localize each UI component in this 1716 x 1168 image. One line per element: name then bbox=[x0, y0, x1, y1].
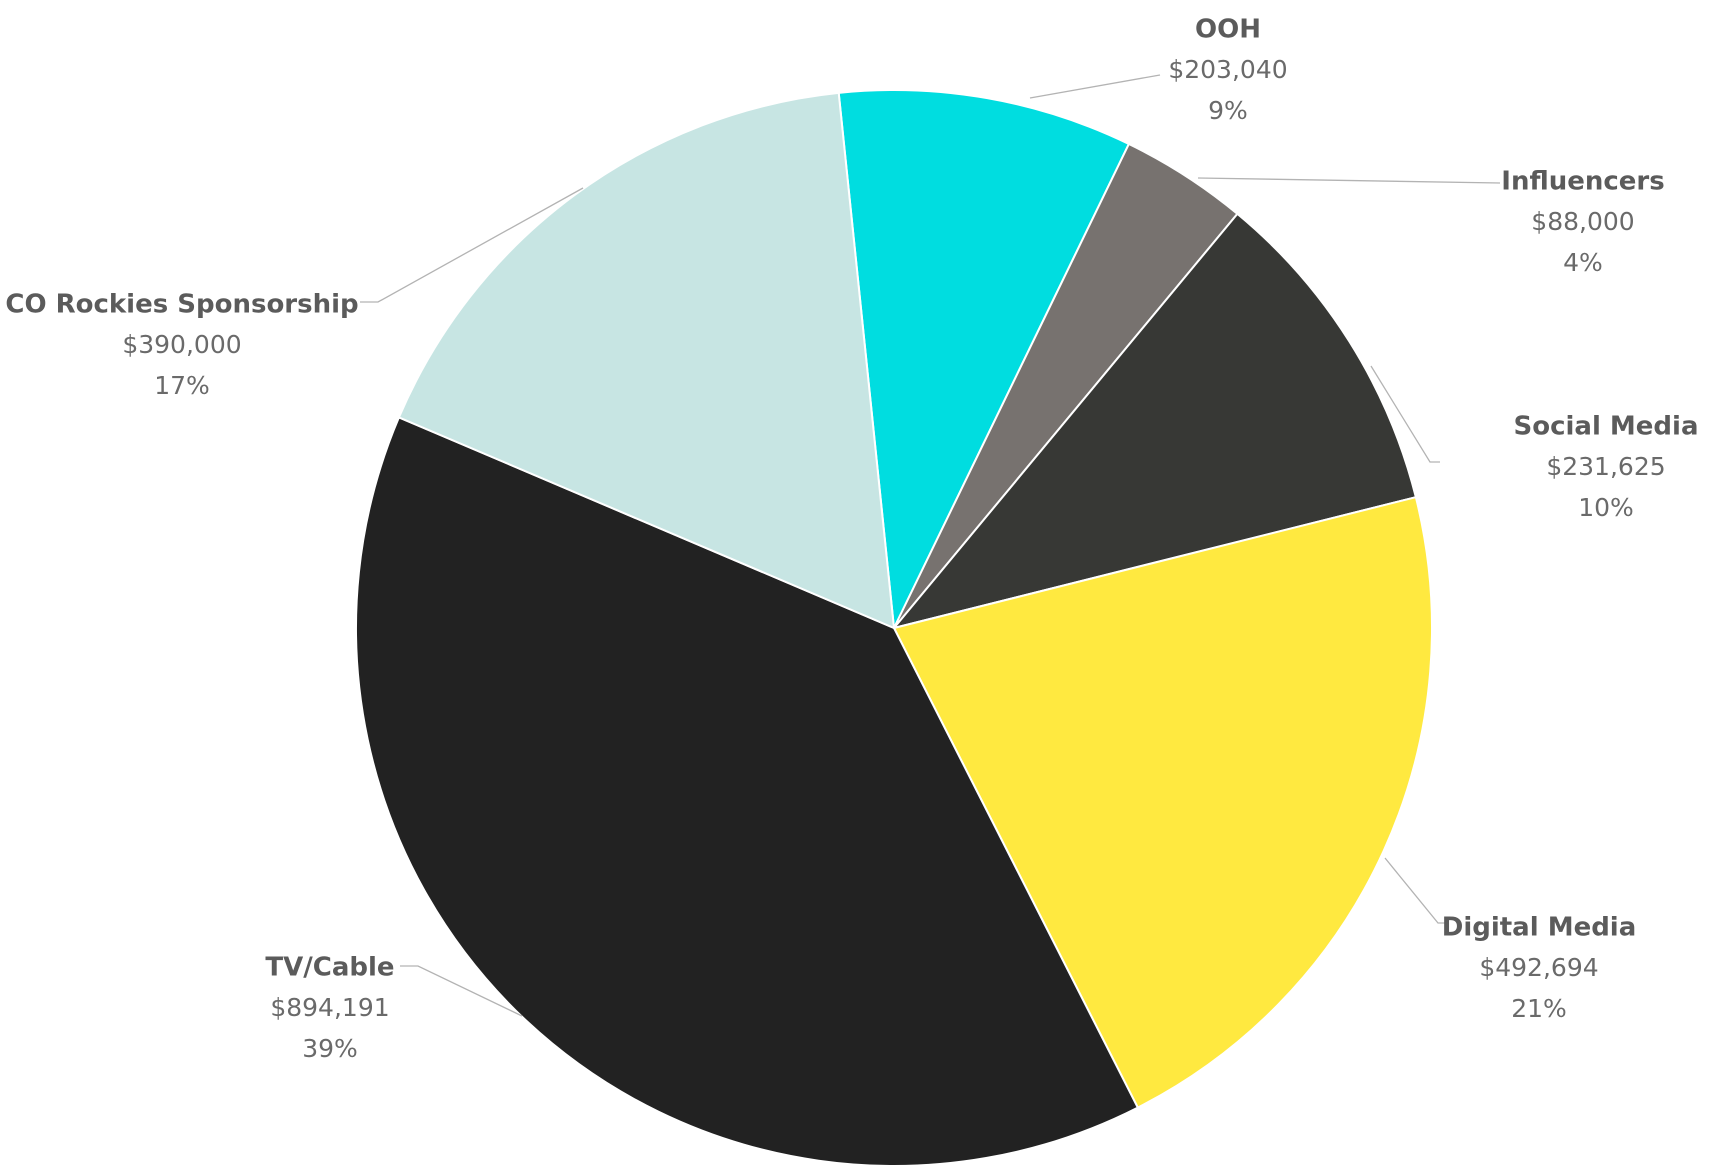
slice-percent-label: 10% bbox=[1578, 493, 1634, 522]
slice-label-digital-media: Digital Media $492,694 21% bbox=[1442, 913, 1637, 1024]
pie-slices bbox=[355, 89, 1433, 1167]
leader-line-digital-media bbox=[1384, 857, 1446, 924]
slice-value-label: $390,000 bbox=[122, 330, 241, 359]
slice-label-social-media: Social Media $231,625 10% bbox=[1514, 412, 1699, 523]
leader-line-tv-cable bbox=[400, 965, 523, 1017]
slice-value-label: $231,625 bbox=[1546, 452, 1665, 481]
slice-value-label: $492,694 bbox=[1479, 953, 1598, 982]
leader-line-influencers bbox=[1197, 177, 1501, 184]
slice-value-label: $894,191 bbox=[270, 993, 389, 1022]
leader-lines bbox=[360, 74, 1501, 1017]
slice-percent-label: 39% bbox=[302, 1034, 358, 1063]
pie-slice-social-media bbox=[891, 212, 1418, 630]
pie-slice-ooh bbox=[837, 89, 1131, 632]
slice-percent-label: 4% bbox=[1563, 248, 1603, 277]
slice-value-label: $88,000 bbox=[1531, 207, 1634, 236]
slice-label-ooh: OOH $203,040 9% bbox=[1168, 15, 1287, 126]
leader-line-ooh bbox=[1029, 74, 1161, 99]
slice-label-name: OOH bbox=[1195, 15, 1261, 45]
leader-line-social-media bbox=[1370, 365, 1440, 463]
slice-label-tv-cable: TV/Cable $894,191 39% bbox=[265, 953, 394, 1064]
slice-value-label: $203,040 bbox=[1168, 55, 1287, 84]
slice-label-co-rockies-sponsorship: CO Rockies Sponsorship $390,000 17% bbox=[5, 290, 358, 401]
slice-label-name: TV/Cable bbox=[265, 953, 394, 983]
slice-label-influencers: Influencers $88,000 4% bbox=[1501, 167, 1664, 278]
slice-percent-label: 17% bbox=[154, 371, 210, 400]
slice-label-name: Influencers bbox=[1501, 167, 1664, 197]
slice-percent-label: 21% bbox=[1511, 994, 1567, 1023]
slice-labels: OOH $203,040 9% Influencers $88,000 4% Social … bbox=[5, 15, 1698, 1064]
slice-label-name: CO Rockies Sponsorship bbox=[5, 290, 358, 320]
pie-slice-co-rockies-sponsorship bbox=[397, 91, 896, 630]
slice-label-name: Digital Media bbox=[1442, 913, 1637, 943]
pie-slice-digital-media bbox=[892, 495, 1433, 1109]
pie-slice-tv-cable bbox=[355, 416, 1140, 1167]
slice-percent-label: 9% bbox=[1208, 96, 1248, 125]
slice-label-name: Social Media bbox=[1514, 412, 1699, 442]
leader-line-co-rockies-sponsorship bbox=[360, 187, 584, 303]
